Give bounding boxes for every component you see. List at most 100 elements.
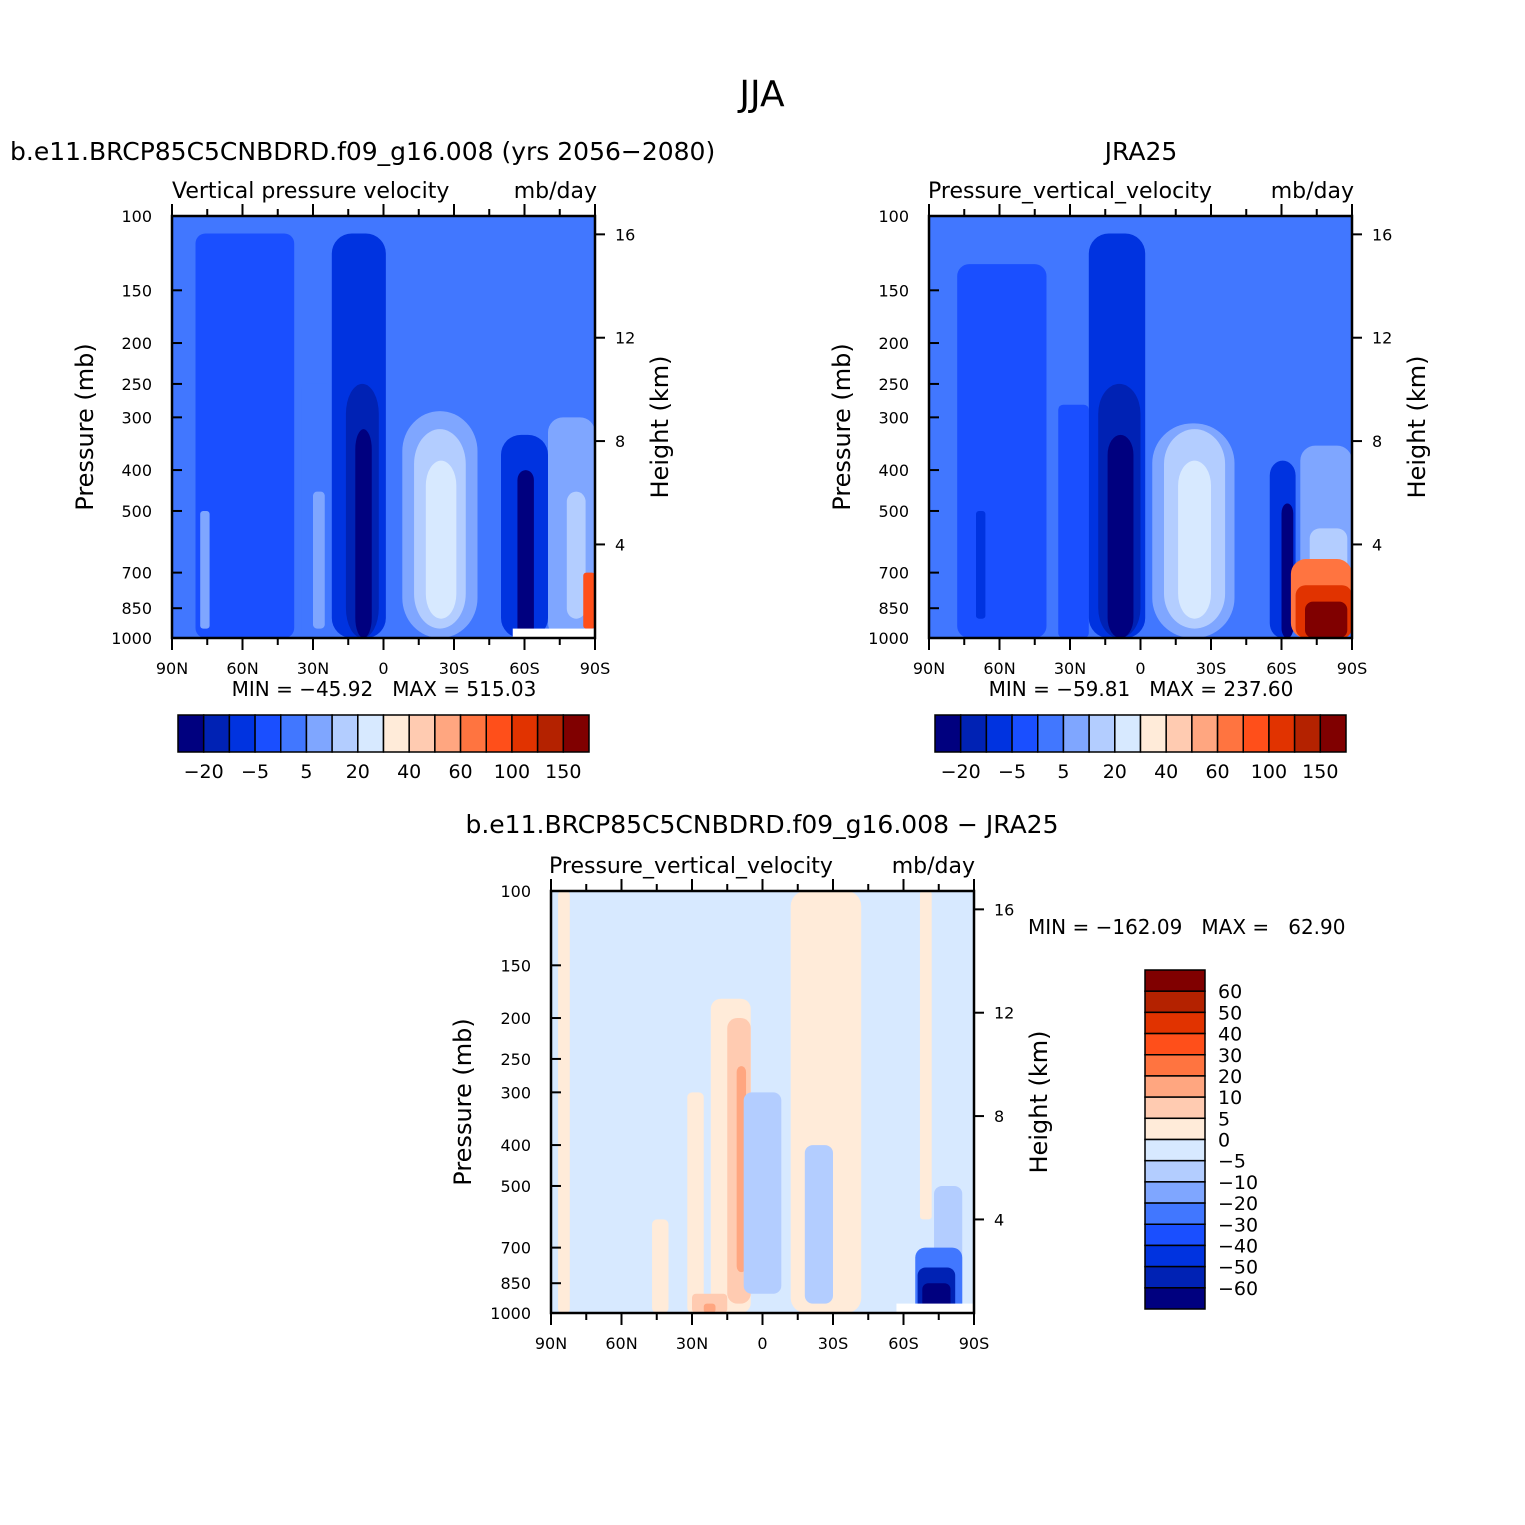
colorbar-label: −60	[1218, 1278, 1258, 1300]
colorbar-box	[1268, 714, 1296, 753]
y-tick-label: 700	[500, 1239, 531, 1258]
panel1-ylabel-right: Height (km)	[646, 356, 674, 499]
panel3-subtitle-left: Pressure_vertical_velocity	[549, 854, 833, 879]
colorbar-label: 0	[1218, 1130, 1230, 1152]
colorbar-box	[934, 714, 962, 753]
contour-region	[743, 1092, 782, 1294]
colorbar-label: −30	[1218, 1214, 1258, 1236]
y-tick-label: 250	[878, 375, 909, 394]
panel1-title: b.e11.BRCP85C5CNBDRD.f09_g16.008 (yrs 20…	[10, 137, 715, 166]
x-tick-label: 60N	[983, 659, 1015, 678]
colorbar-box	[1293, 714, 1322, 753]
colorbar-label: 40	[1218, 1024, 1242, 1046]
panel3-ylabel-right: Height (km)	[1025, 1031, 1053, 1174]
colorbar-box	[985, 714, 1013, 753]
colorbar-label: 100	[1251, 761, 1287, 783]
colorbar-box	[1037, 714, 1065, 753]
colorbar-box	[1144, 1117, 1206, 1141]
x-tick-label: 90N	[535, 1334, 567, 1353]
y-tick-label: 400	[878, 461, 909, 480]
panel1-minmax: MIN = −45.92 MAX = 515.03	[232, 677, 537, 701]
colorbar-box	[1144, 1159, 1206, 1183]
contour-region	[896, 1303, 974, 1313]
colorbar-label: 50	[1218, 1002, 1242, 1024]
contour-region	[512, 628, 595, 638]
x-tick-label: 60N	[605, 1334, 637, 1353]
contour-region	[687, 1092, 704, 1313]
contour-region	[517, 470, 534, 638]
colorbar-box	[1144, 969, 1206, 992]
panel2-subtitle-right: mb/day	[1271, 179, 1354, 204]
colorbar-box	[408, 714, 436, 753]
x-tick-label: 0	[378, 659, 388, 678]
colorbar-label: 5	[1057, 761, 1069, 783]
panel3-title: b.e11.BRCP85C5CNBDRD.f09_g16.008 − JRA25	[465, 810, 1058, 839]
colorbar-box	[254, 714, 282, 753]
colorbar-box	[1139, 714, 1167, 753]
y-tick-label: 300	[878, 408, 909, 427]
colorbar-box	[1165, 714, 1193, 753]
panel2-minmax: MIN = −59.81 MAX = 237.60	[989, 677, 1294, 701]
colorbar-box	[228, 714, 256, 753]
colorbar-box	[1144, 1181, 1206, 1204]
colorbar-label: −20	[941, 761, 981, 783]
panel1-subtitle-left: Vertical pressure velocity	[172, 179, 449, 204]
contour-region	[1058, 404, 1089, 638]
x-tick-label: 30S	[439, 659, 470, 678]
y-tick-label: 850	[500, 1274, 531, 1293]
colorbar-box	[1088, 714, 1116, 753]
colorbar-box	[459, 714, 487, 753]
y-tick-label: 150	[878, 281, 909, 300]
y-tick-label: 700	[121, 564, 152, 583]
panel2-ylabel: Pressure (mb)	[828, 343, 856, 510]
y-right-tick-label: 16	[994, 900, 1014, 919]
y-tick-label: 700	[878, 564, 909, 583]
contour-region	[1178, 460, 1211, 619]
colorbar-label: 40	[1154, 761, 1178, 783]
contour-region	[425, 460, 457, 619]
y-right-tick-label: 8	[1372, 432, 1382, 451]
x-tick-label: 90N	[913, 659, 945, 678]
y-tick-label: 300	[121, 408, 152, 427]
colorbar-box	[305, 714, 333, 753]
colorbar-box	[1144, 1032, 1206, 1056]
x-tick-label: 60S	[1266, 659, 1297, 678]
panel1-ylabel: Pressure (mb)	[71, 343, 99, 510]
colorbar-label: 60	[1205, 761, 1229, 783]
y-tick-label: 150	[500, 956, 531, 975]
colorbar-box	[202, 714, 231, 753]
y-tick-label: 250	[500, 1050, 531, 1069]
contour-region	[1107, 434, 1134, 638]
contour-field	[172, 216, 595, 638]
contour-region	[1281, 503, 1294, 638]
colorbar-box	[511, 714, 539, 753]
contour-region	[652, 1219, 669, 1313]
y-tick-label: 300	[500, 1083, 531, 1102]
colorbar-box	[357, 714, 385, 753]
x-tick-label: 90S	[1337, 659, 1368, 678]
colorbar-label: −10	[1218, 1172, 1258, 1194]
colorbar-box	[280, 714, 308, 753]
contour-region	[355, 429, 372, 638]
y-tick-label: 1000	[868, 629, 909, 648]
y-tick-label: 200	[500, 1009, 531, 1028]
x-tick-label: 0	[757, 1334, 767, 1353]
colorbar-label: −5	[241, 761, 269, 783]
contour-region	[566, 491, 586, 619]
y-tick-label: 1000	[111, 629, 152, 648]
contour-field	[551, 891, 974, 1313]
colorbar-label: 40	[397, 761, 421, 783]
x-tick-label: 90S	[580, 659, 611, 678]
colorbar-box	[1216, 714, 1244, 753]
y-tick-label: 250	[121, 375, 152, 394]
contour-region	[313, 491, 325, 629]
y-tick-label: 500	[500, 1177, 531, 1196]
colorbar-box	[331, 714, 359, 753]
colorbar-label: 20	[1218, 1066, 1242, 1088]
contour-region	[1305, 601, 1348, 638]
x-tick-label: 60S	[509, 659, 540, 678]
colorbar-label: 100	[494, 761, 530, 783]
colorbar-label: 30	[1218, 1045, 1242, 1067]
x-tick-label: 60S	[888, 1334, 919, 1353]
